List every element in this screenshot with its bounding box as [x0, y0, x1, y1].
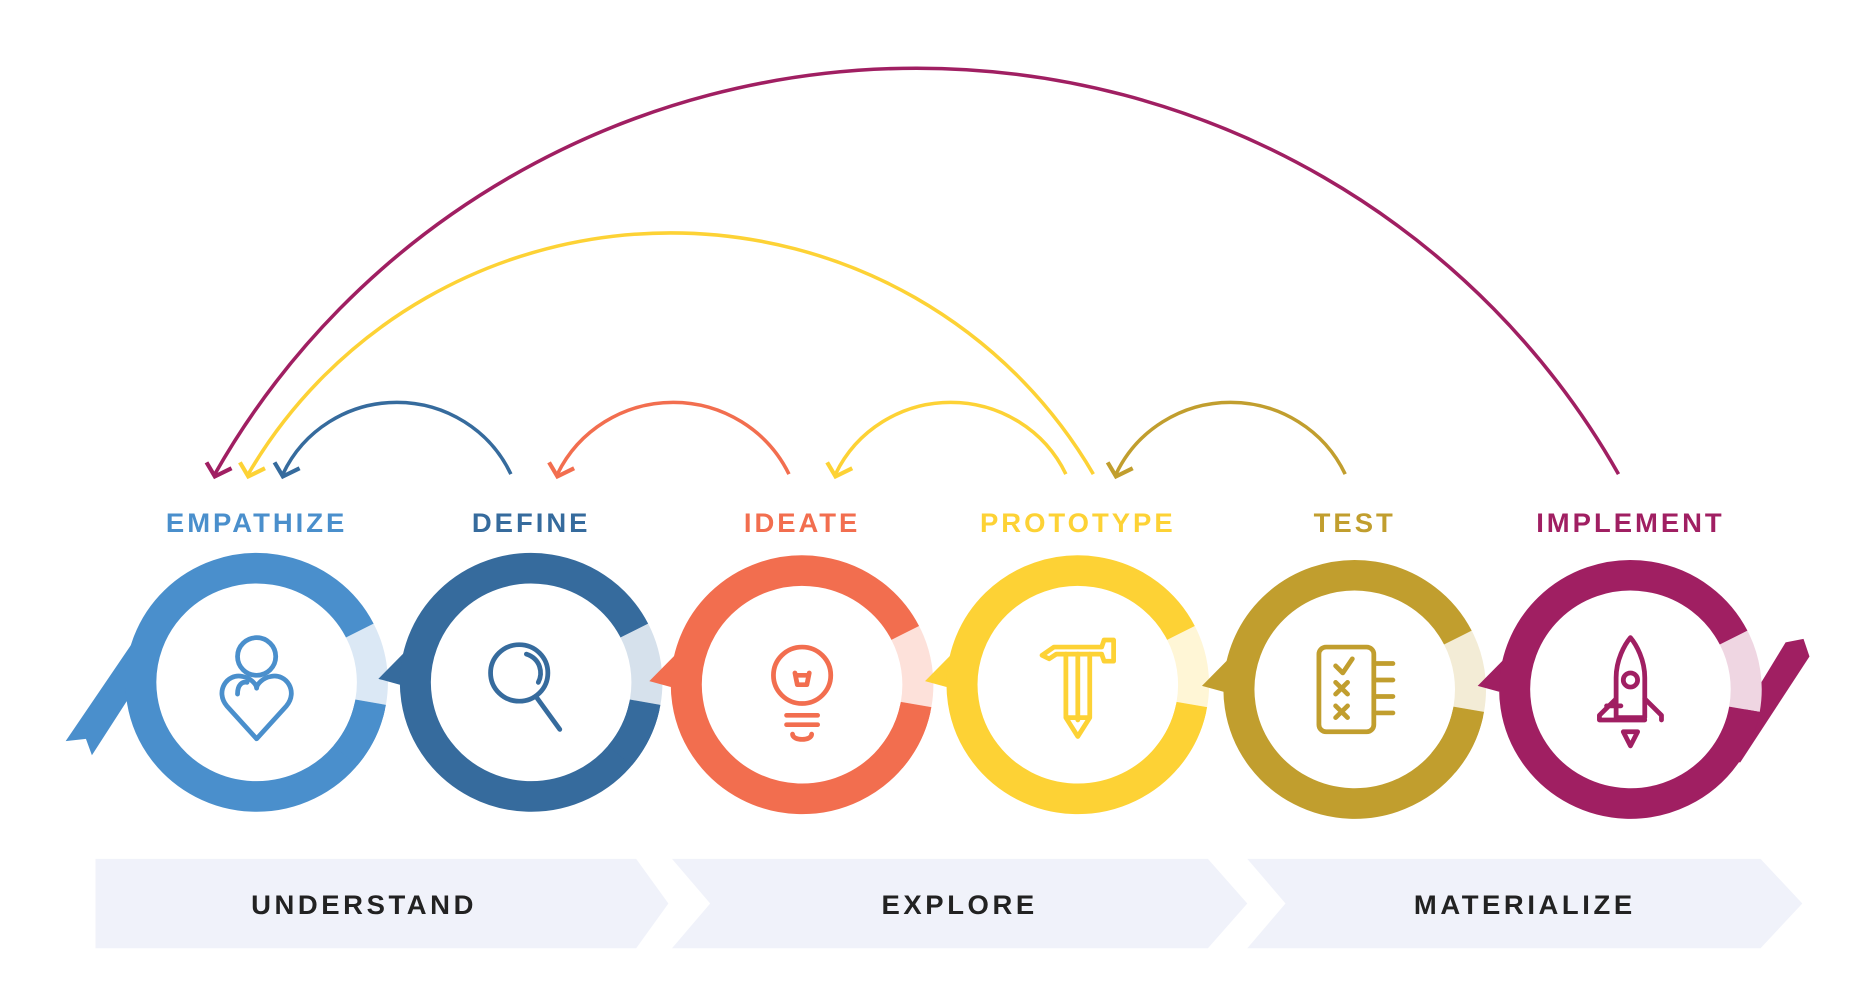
phase-chevron	[95, 858, 669, 949]
phase-explore: EXPLORE	[671, 858, 1248, 949]
stage-label: EMPATHIZE	[166, 507, 347, 538]
feedback-arrow-prototype-to-ideate	[825, 400, 1068, 480]
ring-gap-segment	[1443, 630, 1486, 712]
feedback-arrow-ideate-to-define	[547, 400, 791, 480]
ring-segment	[399, 552, 661, 812]
ring-segment	[946, 555, 1208, 815]
phase-label: EXPLORE	[882, 889, 1038, 920]
phase-chevron	[671, 858, 1248, 949]
stage-test: TEST	[1201, 507, 1486, 819]
stage-define: DEFINE	[378, 507, 663, 812]
ring-gap-segment	[345, 623, 388, 705]
ring-segment	[125, 552, 386, 812]
stage-implement: IMPLEMENT	[1477, 507, 1810, 819]
feedback-arrow-prototype-to-empathize	[238, 231, 1095, 480]
ring-segment	[1499, 560, 1760, 819]
person-heart-icon	[219, 635, 294, 742]
stage-label: TEST	[1314, 507, 1396, 538]
stage-label: IDEATE	[744, 507, 861, 538]
ring-segment	[1223, 560, 1485, 819]
phase-label: UNDERSTAND	[251, 889, 477, 920]
stage-prototype: PROTOTYPE	[925, 507, 1210, 815]
arrowhead-icon	[1105, 461, 1134, 480]
arrowhead-icon	[204, 461, 233, 480]
arrowhead-icon	[238, 461, 266, 480]
rocket-icon	[1597, 635, 1664, 749]
stage-label: PROTOTYPE	[980, 507, 1176, 538]
ring-gap-segment	[1719, 630, 1762, 712]
ring-gap-segment	[1166, 625, 1210, 708]
ring-gap-segment	[891, 625, 934, 708]
ring-gap-segment	[620, 623, 663, 705]
hammer-pencil-icon	[1039, 637, 1117, 739]
arrowhead-icon	[547, 461, 576, 480]
feedback-arrow-define-to-empathize	[272, 400, 513, 480]
stage-label: DEFINE	[472, 507, 591, 538]
phase-understand: UNDERSTAND	[95, 858, 669, 949]
ring-segment	[670, 555, 932, 815]
stage-ideate: IDEATE	[649, 507, 934, 815]
arrowhead-icon	[825, 461, 854, 480]
stage-label: IMPLEMENT	[1536, 507, 1724, 538]
feedback-arrow-test-to-prototype	[1105, 400, 1347, 480]
stage-empathize: EMPATHIZE	[65, 507, 388, 812]
phase-chevron	[1247, 858, 1803, 949]
feedback-arrow-implement-to-empathize	[204, 66, 1621, 480]
checklist-icon	[1316, 644, 1396, 735]
lightbulb-icon	[771, 644, 834, 742]
phase-materialize: MATERIALIZE	[1247, 858, 1803, 949]
magnifier-icon	[488, 642, 563, 732]
arrowhead-icon	[272, 461, 301, 480]
phase-label: MATERIALIZE	[1414, 889, 1636, 920]
